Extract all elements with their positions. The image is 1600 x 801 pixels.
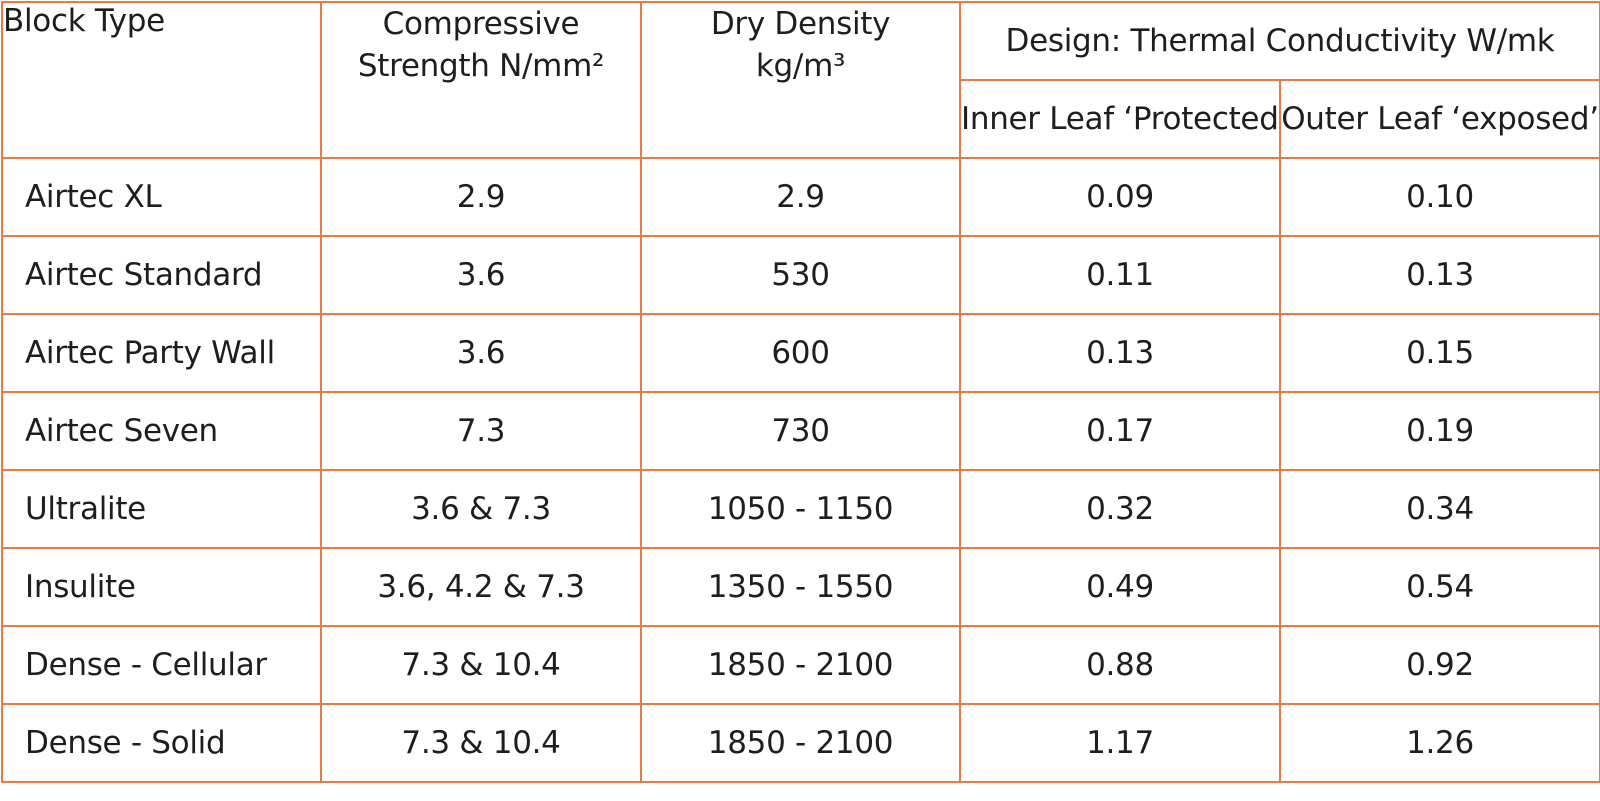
cell-outer-leaf: 0.13 (1279, 235, 1600, 315)
cell-strength: 7.3 & 10.4 (320, 703, 642, 783)
cell-density: 1850 - 2100 (640, 703, 961, 783)
cell-block-type: Dense - Solid (1, 703, 322, 783)
cell-strength: 3.6 & 7.3 (320, 469, 642, 549)
cell-inner-leaf: 1.17 (959, 703, 1281, 783)
cell-inner-leaf: 0.49 (959, 547, 1281, 627)
cell-block-type: Airtec XL (1, 157, 322, 237)
cell-density: 1850 - 2100 (640, 625, 961, 705)
header-compressive-line2: Strength N/mm² (357, 48, 605, 84)
cell-density: 1050 - 1150 (640, 469, 961, 549)
header-thermal-conductivity: Design: Thermal Conductivity W/mk (959, 1, 1600, 81)
cell-inner-leaf: 0.88 (959, 625, 1281, 705)
cell-strength: 3.6 (320, 313, 642, 393)
table-row: Dense - Cellular 7.3 & 10.4 1850 - 2100 … (1, 625, 1600, 705)
cell-strength: 3.6 (320, 235, 642, 315)
table-row: Ultralite 3.6 & 7.3 1050 - 1150 0.32 0.3… (1, 469, 1600, 549)
table-row: Insulite 3.6, 4.2 & 7.3 1350 - 1550 0.49… (1, 547, 1600, 627)
header-outer-leaf: Outer Leaf ‘exposed’ (1279, 79, 1600, 159)
header-density-line1: Dry Density (710, 6, 891, 42)
table-row: Airtec XL 2.9 2.9 0.09 0.10 (1, 157, 1600, 237)
cell-inner-leaf: 0.09 (959, 157, 1281, 237)
cell-inner-leaf: 0.13 (959, 313, 1281, 393)
table-body: Airtec XL 2.9 2.9 0.09 0.10 Airtec Stand… (1, 157, 1600, 783)
block-spec-table: Block Type Compressive Strength N/mm² Dr… (1, 1, 1600, 783)
table-row: Airtec Party Wall 3.6 600 0.13 0.15 (1, 313, 1600, 393)
cell-strength: 7.3 (320, 391, 642, 471)
header-density-line2: kg/m³ (755, 48, 846, 84)
header-row-top: Block Type Compressive Strength N/mm² Dr… (1, 1, 1600, 159)
header-inner-leaf: Inner Leaf ‘Protected’ (959, 79, 1281, 159)
cell-outer-leaf: 0.15 (1279, 313, 1600, 393)
cell-strength: 3.6, 4.2 & 7.3 (320, 547, 642, 627)
table-row: Airtec Standard 3.6 530 0.11 0.13 (1, 235, 1600, 315)
table-row: Dense - Solid 7.3 & 10.4 1850 - 2100 1.1… (1, 703, 1600, 783)
cell-block-type: Dense - Cellular (1, 625, 322, 705)
header-compressive-strength: Compressive Strength N/mm² (320, 1, 642, 159)
cell-density: 530 (640, 235, 961, 315)
cell-outer-leaf: 0.92 (1279, 625, 1600, 705)
header-block-type: Block Type (1, 1, 322, 159)
cell-strength: 7.3 & 10.4 (320, 625, 642, 705)
table-header: Block Type Compressive Strength N/mm² Dr… (1, 1, 1600, 159)
cell-density: 600 (640, 313, 961, 393)
cell-block-type: Insulite (1, 547, 322, 627)
cell-density: 1350 - 1550 (640, 547, 961, 627)
cell-block-type: Ultralite (1, 469, 322, 549)
cell-density: 730 (640, 391, 961, 471)
cell-outer-leaf: 0.10 (1279, 157, 1600, 237)
header-dry-density: Dry Density kg/m³ (640, 1, 961, 159)
header-compressive-line1: Compressive (382, 6, 580, 42)
cell-inner-leaf: 0.32 (959, 469, 1281, 549)
cell-outer-leaf: 1.26 (1279, 703, 1600, 783)
header-row-sub: Inner Leaf ‘Protected’ Outer Leaf ‘expos… (2, 79, 1600, 159)
cell-outer-leaf: 0.34 (1279, 469, 1600, 549)
cell-inner-leaf: 0.17 (959, 391, 1281, 471)
table-row: Airtec Seven 7.3 730 0.17 0.19 (1, 391, 1600, 471)
cell-strength: 2.9 (320, 157, 642, 237)
cell-block-type: Airtec Party Wall (1, 313, 322, 393)
cell-block-type: Airtec Standard (1, 235, 322, 315)
cell-density: 2.9 (640, 157, 961, 237)
cell-outer-leaf: 0.54 (1279, 547, 1600, 627)
cell-outer-leaf: 0.19 (1279, 391, 1600, 471)
cell-inner-leaf: 0.11 (959, 235, 1281, 315)
cell-block-type: Airtec Seven (1, 391, 322, 471)
